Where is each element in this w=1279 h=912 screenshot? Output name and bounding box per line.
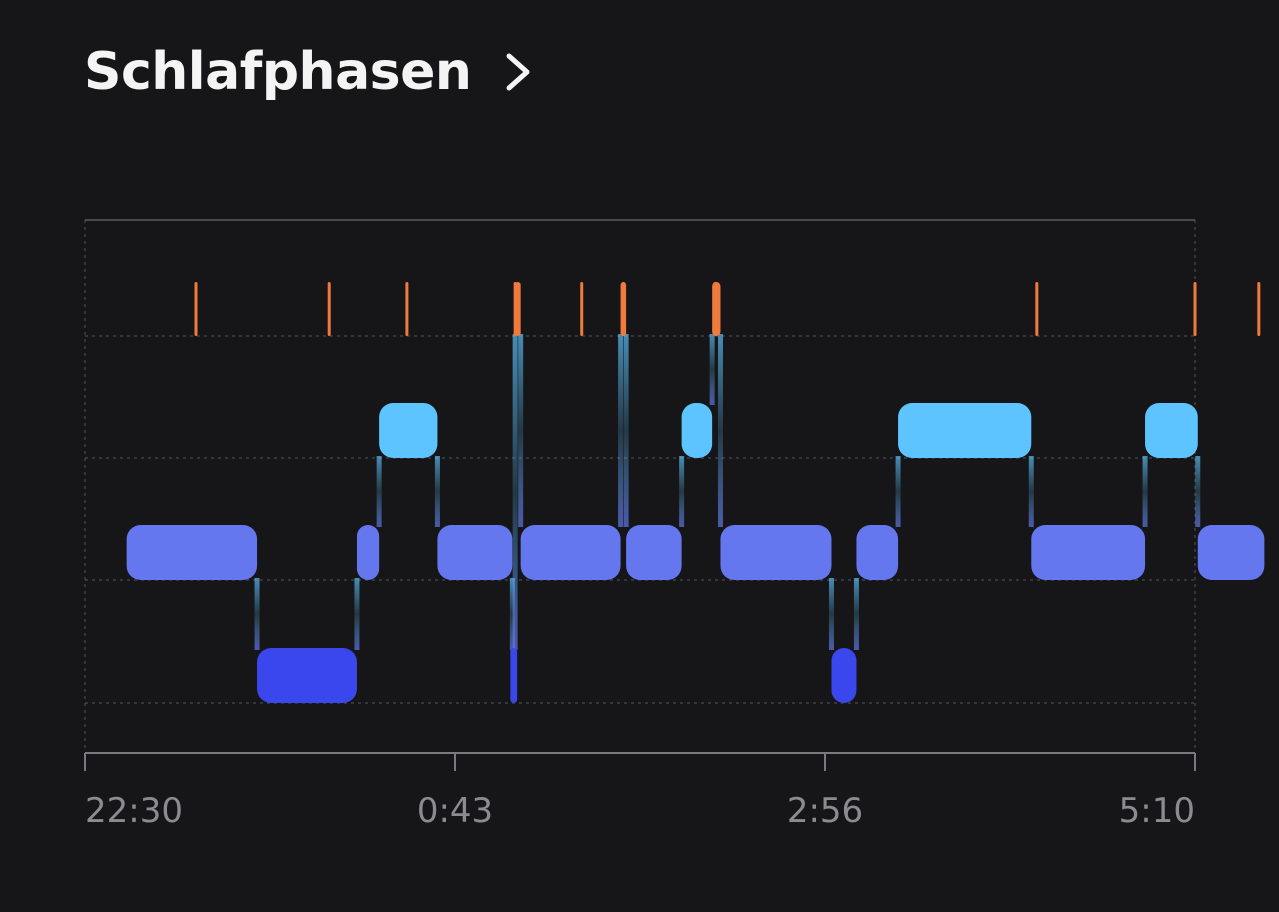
transition-line	[679, 456, 685, 527]
chevron-right-icon[interactable]	[501, 52, 535, 92]
transition-line	[1195, 456, 1201, 527]
x-tick-label: 5:10	[1119, 791, 1195, 831]
transition-line	[828, 578, 834, 650]
grid-lines	[84, 219, 1196, 752]
segment-light	[126, 525, 258, 580]
segment-light	[1031, 525, 1146, 580]
segment-light	[856, 525, 899, 580]
transition-line	[623, 334, 629, 527]
segment-rem	[898, 403, 1032, 458]
segment-deep	[257, 648, 357, 703]
awake-marker	[405, 282, 409, 336]
x-tick-label: 0:43	[417, 791, 493, 831]
awake-marker	[194, 282, 198, 336]
segment-rem	[379, 403, 438, 458]
segment-deep	[831, 648, 857, 703]
transition-line	[434, 456, 440, 527]
segment-light	[356, 525, 380, 580]
segment-light	[520, 525, 621, 580]
awake-marker	[1257, 282, 1261, 336]
transition-line	[709, 334, 715, 405]
sleep-stages-header[interactable]: Schlafphasen	[84, 36, 535, 108]
stage-transitions	[254, 334, 1201, 650]
card-title: Schlafphasen	[84, 42, 472, 102]
awake-marker	[580, 282, 584, 336]
awake-marker	[513, 282, 517, 336]
stage-segments	[126, 282, 1265, 703]
x-tick-label: 2:56	[787, 791, 863, 831]
segment-light	[720, 525, 832, 580]
awake-markers	[194, 282, 1261, 336]
transition-line	[1142, 456, 1148, 527]
transition-line	[853, 578, 859, 650]
awake-marker	[713, 282, 717, 336]
awake-marker	[327, 282, 331, 336]
segment-deep	[510, 648, 518, 703]
segment-rem	[1145, 403, 1198, 458]
segment-light	[437, 525, 513, 580]
segment-light	[1197, 525, 1265, 580]
transition-line	[509, 578, 515, 650]
transition-line	[518, 334, 524, 527]
transition-line	[512, 334, 518, 650]
segment-rem	[681, 403, 713, 458]
transition-line	[895, 456, 901, 527]
awake-marker	[621, 282, 625, 336]
x-tick-label: 22:30	[85, 791, 183, 831]
x-axis: 22:30 0:43 2:56 5:10	[84, 752, 1196, 831]
transition-line	[717, 334, 723, 527]
transition-line	[618, 334, 624, 527]
segment-light	[626, 525, 682, 580]
transition-line	[354, 578, 360, 650]
awake-marker	[1193, 282, 1197, 336]
transition-line	[376, 456, 382, 527]
transition-line	[1028, 456, 1034, 527]
awake-marker	[1035, 282, 1039, 336]
transition-line	[254, 578, 260, 650]
